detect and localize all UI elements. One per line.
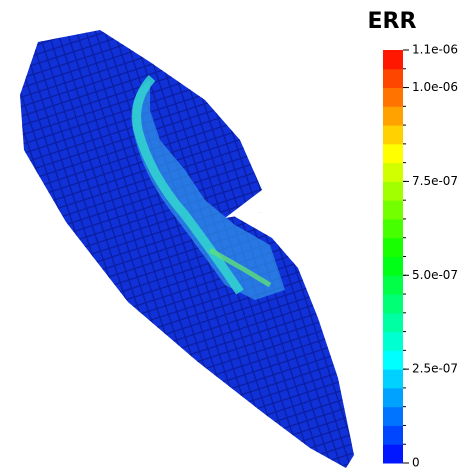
- color-band: [383, 444, 403, 463]
- color-band: [383, 181, 403, 200]
- color-band: [383, 388, 403, 407]
- color-band: [383, 69, 403, 88]
- color-band: [383, 50, 403, 69]
- color-band: [383, 106, 403, 125]
- tick-label: 0: [412, 456, 420, 470]
- color-band: [383, 332, 403, 351]
- color-band: [383, 200, 403, 219]
- tick-label: 2.5e-07: [412, 362, 458, 376]
- tick-label: 1.1e-06: [412, 43, 458, 57]
- color-band: [383, 163, 403, 182]
- color-band: [383, 219, 403, 238]
- color-band: [383, 88, 403, 107]
- color-band: [383, 407, 403, 426]
- color-band: [383, 275, 403, 294]
- color-band: [383, 425, 403, 444]
- color-band: [383, 144, 403, 163]
- color-band: [383, 350, 403, 369]
- mesh: [20, 30, 354, 468]
- color-band: [383, 238, 403, 257]
- color-band: [383, 257, 403, 276]
- tick-label: 1.0e-06: [412, 80, 458, 94]
- colorbar-title: ERR: [368, 9, 417, 34]
- tick-label: 7.5e-07: [412, 174, 458, 188]
- colorbar: 0 2.5e-07 5.0e-07 7.5e-07 1.0e-06 1.1e-06: [383, 43, 458, 470]
- color-band: [383, 313, 403, 332]
- color-band: [383, 125, 403, 144]
- render: ERR 0 2.5e-07 5.0e-07 7.5e-07 1.0e-06 1.1e-06: [0, 0, 473, 471]
- color-band: [383, 294, 403, 313]
- tick-label: 5.0e-07: [412, 268, 458, 282]
- color-band: [383, 369, 403, 388]
- page: ERR 0 2.5e-07 5.0e-07 7.5e-07 1.0e-06 1.1e-06…: [0, 0, 473, 471]
